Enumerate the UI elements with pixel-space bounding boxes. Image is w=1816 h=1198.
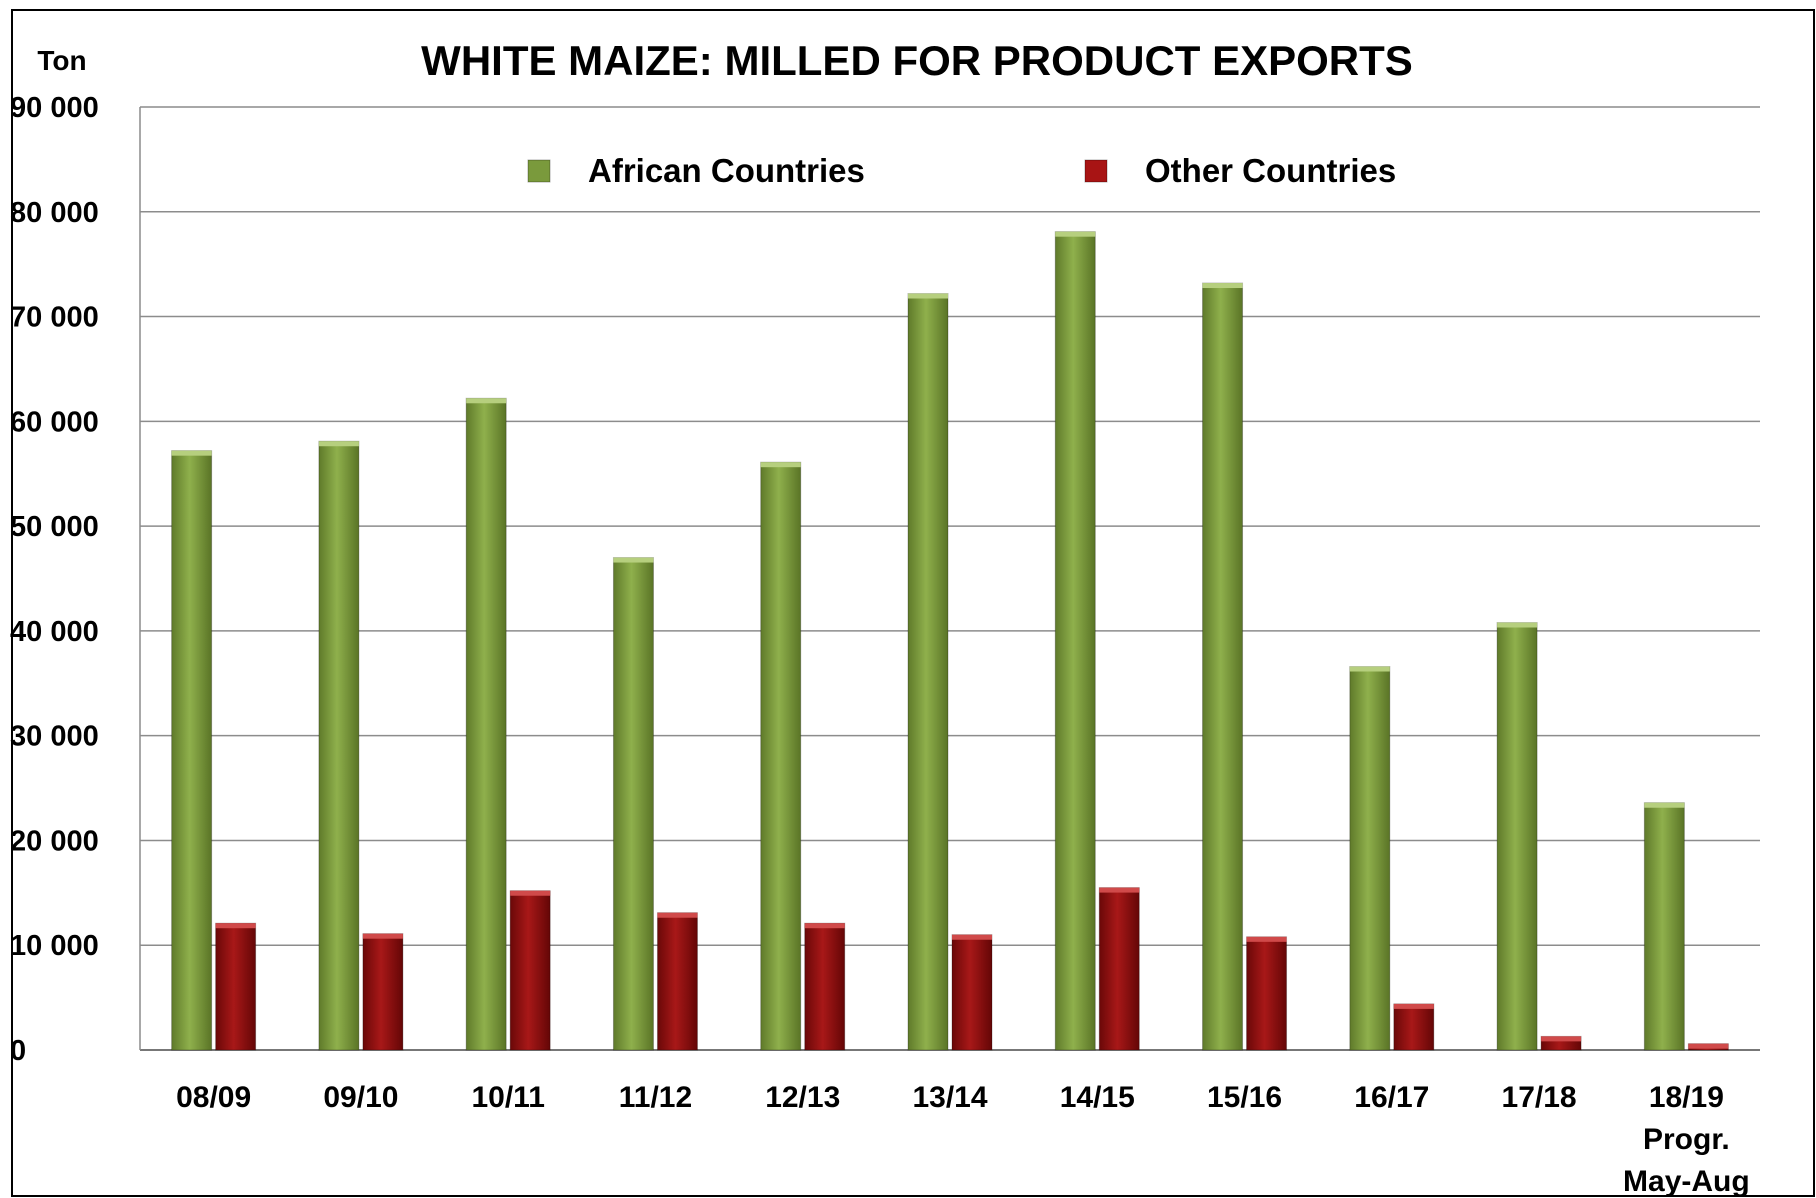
bar-top <box>466 398 507 404</box>
y-tick-label: 30 000 <box>10 721 99 753</box>
bar-top <box>1055 231 1096 237</box>
bar-top <box>760 462 801 468</box>
bar <box>612 557 654 1051</box>
y-tick-label: 10 000 <box>10 930 99 962</box>
bar <box>509 890 551 1051</box>
x-tick-label: 11/12 <box>619 1081 692 1114</box>
legend-swatch <box>1084 159 1108 183</box>
y-tick-label: 90 000 <box>10 92 99 124</box>
x-tick-label: 15/16 <box>1207 1081 1282 1114</box>
bar <box>804 922 846 1051</box>
chart-title: WHITE MAIZE: MILLED FOR PRODUCT EXPORTS <box>421 37 1413 84</box>
bar <box>1246 936 1288 1051</box>
bar-top <box>1644 802 1685 808</box>
legend-swatch <box>527 159 551 183</box>
bar-top <box>318 441 359 447</box>
bar-top <box>1246 936 1287 942</box>
x-tick-label: 08/09 <box>176 1081 251 1114</box>
bar-top <box>613 557 654 563</box>
bar-top <box>171 450 212 456</box>
legend-label: African Countries <box>588 152 865 189</box>
bars <box>171 231 1729 1051</box>
bar <box>171 450 213 1051</box>
y-tick-label: 80 000 <box>10 197 99 229</box>
x-tick-label: 12/13 <box>765 1081 840 1114</box>
bar <box>1643 802 1685 1051</box>
x-tick-label: 10/11 <box>471 1081 544 1114</box>
x-tick-label: 17/18 <box>1502 1081 1577 1114</box>
bar-top <box>510 890 551 896</box>
bar <box>465 397 507 1051</box>
bar-top <box>908 293 948 299</box>
bar <box>907 293 949 1051</box>
bar <box>318 440 360 1051</box>
y-tick-label: 70 000 <box>10 302 99 334</box>
bar <box>656 912 698 1051</box>
bar <box>1349 666 1391 1051</box>
y-axis-unit-label: Ton <box>37 45 86 76</box>
bar <box>1202 282 1244 1051</box>
bar-top <box>1688 1043 1729 1049</box>
bar-top <box>657 912 698 918</box>
gridlines <box>139 106 1760 1051</box>
bar-top <box>1497 622 1538 628</box>
y-tick-label: 50 000 <box>10 511 99 543</box>
bar-top <box>1349 666 1390 672</box>
y-tick-label: 20 000 <box>10 825 99 857</box>
x-tick-label: 13/14 <box>912 1081 987 1114</box>
x-tick-label: 16/17 <box>1354 1081 1429 1114</box>
bar <box>362 933 404 1051</box>
x-tick-label: 14/15 <box>1060 1081 1135 1114</box>
x-tick-label: 09/10 <box>323 1081 398 1114</box>
x-axis-ticks: 08/09 09/10 10/11 11/12 12/13 13/14 14/15 15/16… <box>176 1081 1750 1198</box>
bar-top <box>1099 887 1140 893</box>
bar <box>215 922 257 1051</box>
y-axis-ticks: 0 10 000 20 000 30 000 40 000 50 000 60 000 70 … <box>10 92 99 1067</box>
bar <box>760 461 802 1051</box>
bar-top <box>362 933 403 939</box>
bar <box>1393 1003 1435 1051</box>
bar-top <box>1541 1036 1582 1042</box>
x-tick-label: 18/19 Progr. May-Aug <box>1623 1081 1750 1198</box>
bar-top <box>952 934 992 940</box>
bar <box>1496 622 1538 1051</box>
bar-top <box>215 923 256 929</box>
y-tick-label: 40 000 <box>10 616 99 648</box>
bar <box>951 934 993 1051</box>
bar <box>1098 887 1140 1051</box>
y-tick-label: 60 000 <box>10 406 99 438</box>
bar-top <box>1393 1003 1434 1009</box>
legend-label: Other Countries <box>1145 152 1396 189</box>
bar-top <box>1202 283 1243 289</box>
bar <box>1054 231 1096 1051</box>
bar-top <box>804 923 845 929</box>
y-tick-label: 0 <box>10 1035 26 1067</box>
legend: African Countries Other Countries <box>527 152 1396 189</box>
